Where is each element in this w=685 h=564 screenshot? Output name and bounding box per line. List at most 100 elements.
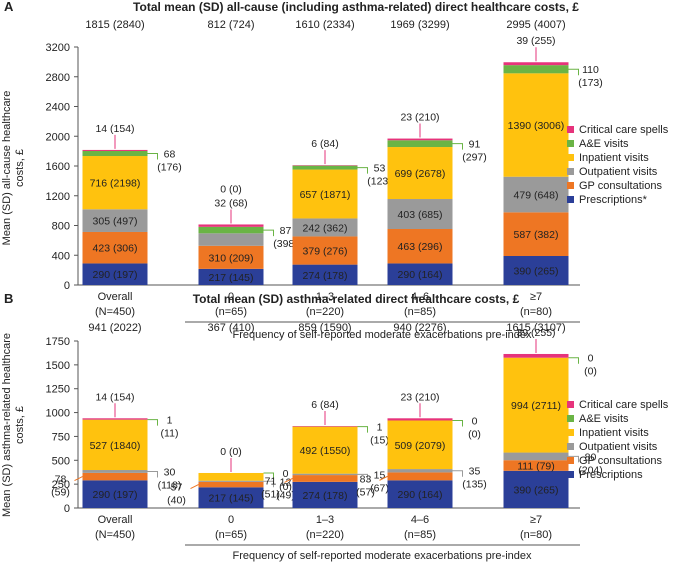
bar-segment-inpatient-visits: [387, 147, 453, 200]
y-tick-label: 0: [64, 280, 70, 292]
legend-swatch: [567, 140, 574, 147]
outpatient-leader: [568, 455, 579, 463]
segment-label: 587 (382): [514, 229, 559, 241]
bar-segment-a-e-visits: [198, 226, 264, 234]
gp-label-sd: (59): [51, 487, 70, 499]
bar-segment-inpatient-visits: [292, 426, 358, 474]
gp-leader: [379, 475, 388, 481]
critical-care-label: 39 (255): [516, 327, 555, 339]
segment-label: 1390 (3006): [508, 120, 565, 132]
ae-label: 0: [588, 353, 594, 365]
critical-care-label: 6 (84): [311, 138, 338, 150]
total-label: 1969 (3299): [390, 19, 449, 31]
segment-label: 217 (145): [209, 272, 254, 284]
ae-leader: [568, 357, 579, 364]
y-tick-label: 2800: [46, 72, 70, 84]
bar-segment-critical-care-spells: [387, 138, 453, 141]
panel-letter-B: B: [4, 291, 13, 306]
ae-leader: [357, 426, 368, 433]
x-category-n: (N=450): [95, 529, 135, 541]
legend-swatch: [567, 154, 574, 161]
panel-letter-A: A: [4, 0, 14, 14]
bar-segment-inpatient-visits: [198, 472, 264, 481]
bar-segment-gp-consultations: [82, 231, 148, 264]
bar-segment-gp-consultations: [503, 212, 569, 256]
inpatient-zero-label: 0 (0): [220, 183, 242, 195]
ae-label-sd: (176): [157, 162, 182, 174]
bar-segment-prescriptions: [82, 263, 148, 285]
outpatient-leader: [147, 470, 158, 478]
ae-label-sd: (123): [367, 176, 392, 188]
x-group-label: Frequency of self-reported moderate exac…: [233, 329, 532, 341]
segment-label: 379 (276): [303, 246, 348, 258]
bar-segment-prescriptions: [503, 255, 569, 285]
gp-label-sd: (57): [356, 486, 375, 498]
gp-leader: [190, 484, 199, 490]
segment-label: 310 (209): [209, 252, 254, 264]
outpatient-label: 35: [469, 466, 481, 478]
bar-segment-prescriptions: [292, 481, 358, 508]
critical-care-label: 14 (154): [95, 391, 134, 403]
ae-leader: [263, 472, 274, 479]
y-axis-title-A: Mean (SD) all-cause healthcare: [1, 91, 13, 246]
y-tick-label: 1600: [46, 161, 70, 173]
segment-label: 716 (2198): [90, 178, 141, 190]
segment-label: 274 (178): [303, 270, 348, 282]
bar-segment-critical-care-spells: [82, 418, 148, 420]
y-tick-label: 400: [52, 250, 70, 262]
bar-segment-outpatient-visits: [387, 199, 453, 229]
critical-care-label: 23 (210): [400, 391, 439, 403]
gp-label-sd: (51): [261, 488, 280, 500]
x-category-label: 4–6: [411, 514, 429, 526]
segment-label: 509 (2079): [395, 440, 446, 452]
bar-segment-gp-consultations: [292, 236, 358, 265]
segment-label: 423 (306): [93, 243, 138, 255]
critical-care-label: 23 (210): [400, 112, 439, 124]
bar-segment-prescriptions: [198, 487, 264, 508]
ae-label: 1: [377, 422, 383, 434]
ae-label-sd: (0): [468, 428, 481, 440]
bar-segment-outpatient-visits: [198, 480, 264, 482]
gp-label: 83: [360, 473, 372, 485]
bar-segment-prescriptions: [82, 480, 148, 508]
total-label: 859 (1590): [298, 322, 351, 334]
outpatient-leader: [452, 470, 463, 477]
segment-label: 217 (145): [209, 493, 254, 505]
critical-care-label: 14 (154): [95, 123, 134, 135]
x-category-n: (n=220): [306, 306, 344, 318]
bar-segment-inpatient-visits: [82, 419, 148, 471]
gp-leader: [74, 476, 83, 482]
ae-label-sd: (15): [370, 435, 389, 447]
y-tick-label: 750: [52, 431, 70, 443]
ae-label: 1: [167, 415, 173, 427]
segment-label: 274 (178): [303, 490, 348, 502]
total-label: 367 (410): [207, 322, 254, 334]
legend-label: Critical care spells: [579, 399, 669, 411]
outpatient-label: 15: [374, 469, 386, 481]
outpatient-label: 30: [164, 466, 176, 478]
x-category-n: (n=220): [306, 529, 344, 541]
bar-segment-prescriptions: [198, 268, 264, 285]
bar-segment-prescriptions: [387, 263, 453, 285]
outpatient-label-sd: (204): [578, 464, 603, 476]
bar-segment-critical-care-spells: [503, 353, 569, 358]
x-category-label: ≥7: [530, 291, 542, 303]
segment-label: 290 (164): [398, 489, 443, 501]
legend-swatch: [567, 471, 574, 478]
x-category-n: (n=65): [215, 306, 247, 318]
legend-swatch: [567, 443, 574, 450]
ae-label: 87: [280, 225, 292, 237]
ae-label-sd: (173): [578, 77, 603, 89]
total-label: 1615 (3107): [506, 322, 565, 334]
ae-label: 110: [582, 64, 599, 76]
critical-care-label: 32 (68): [214, 197, 247, 209]
segment-label: 305 (497): [93, 216, 138, 228]
x-category-label: 4–6: [411, 291, 429, 303]
chart-title-A: Total mean (SD) all-cause (including ast…: [133, 0, 579, 14]
legend-swatch: [567, 126, 574, 133]
y-axis-title-B: Mean (SD) asthma-related healthcare: [1, 333, 13, 517]
outpatient-label-sd: (135): [462, 479, 487, 491]
y-tick-label: 2000: [46, 131, 70, 143]
critical-care-label: 39 (255): [516, 35, 555, 47]
